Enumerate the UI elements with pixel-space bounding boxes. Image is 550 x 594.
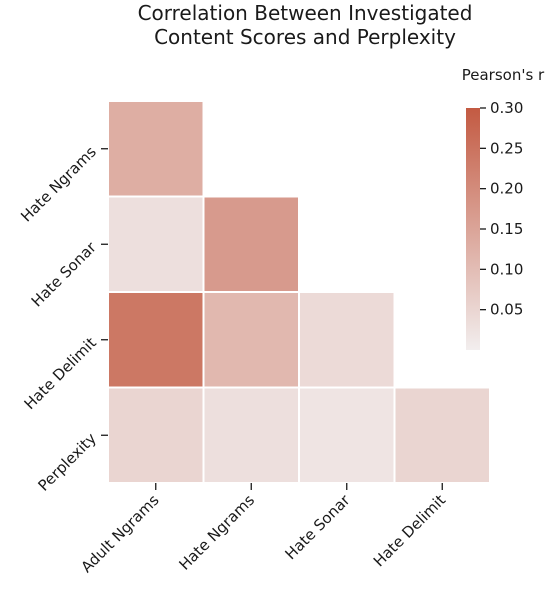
y-tick-label-hate-delimit: Hate Delimit [21,334,100,413]
heatmap-cell-hate-delimit-hate-ngrams [202,291,300,389]
colorbar-gradient [466,108,480,350]
chart-title: Correlation Between Investigated Content… [138,1,473,49]
x-tick-label-adult-ngrams: Adult Ngrams [77,491,162,576]
colorbar-tick-label: 0.10 [490,260,523,278]
colorbar-tick-label: 0.15 [490,220,523,238]
heatmap-cell-hate-delimit-adult-ngrams [107,291,205,389]
chart-title-line-1: Correlation Between Investigated [138,1,473,25]
heatmap-cell-perplexity-hate-delimit [393,386,491,484]
chart-title-line-2: Content Scores and Perplexity [154,25,456,49]
heatmap-cells [107,100,491,484]
colorbar-tick-label: 0.30 [490,99,523,117]
y-tick-label-perplexity: Perplexity [35,429,100,494]
x-axis: Adult Ngrams Hate Ngrams Hate Sonar Hate De… [77,483,449,576]
heatmap-cell-hate-ngrams-adult-ngrams [107,100,205,198]
x-tick-label-hate-delimit: Hate Delimit [370,491,449,570]
colorbar-tick-label: 0.20 [490,180,523,198]
heatmap-cell-perplexity-hate-ngrams [202,386,300,484]
heatmap-cell-perplexity-adult-ngrams [107,386,205,484]
colorbar-title: Pearson's r [462,66,545,84]
colorbar-tick-label: 0.05 [490,301,523,319]
y-axis: Hate Ngrams Hate Sonar Hate Delimit Perplex… [17,143,108,495]
heatmap-cell-perplexity-hate-sonar [298,386,396,484]
colorbar: Pearson's r 0.05 0.10 0.15 0.20 0.25 0.30 [462,66,545,350]
colorbar-tick-label: 0.25 [490,139,523,157]
x-tick-label-hate-sonar: Hate Sonar [282,491,355,564]
heatmap-cell-hate-delimit-hate-sonar [298,291,396,389]
heatmap-cell-hate-sonar-hate-ngrams [202,195,300,293]
heatmap-cell-hate-sonar-adult-ngrams [107,195,205,293]
y-tick-label-hate-sonar: Hate Sonar [28,238,101,311]
x-tick-label-hate-ngrams: Hate Ngrams [175,491,258,574]
y-tick-label-hate-ngrams: Hate Ngrams [17,143,100,226]
colorbar-ticks: 0.05 0.10 0.15 0.20 0.25 0.30 [480,99,523,319]
